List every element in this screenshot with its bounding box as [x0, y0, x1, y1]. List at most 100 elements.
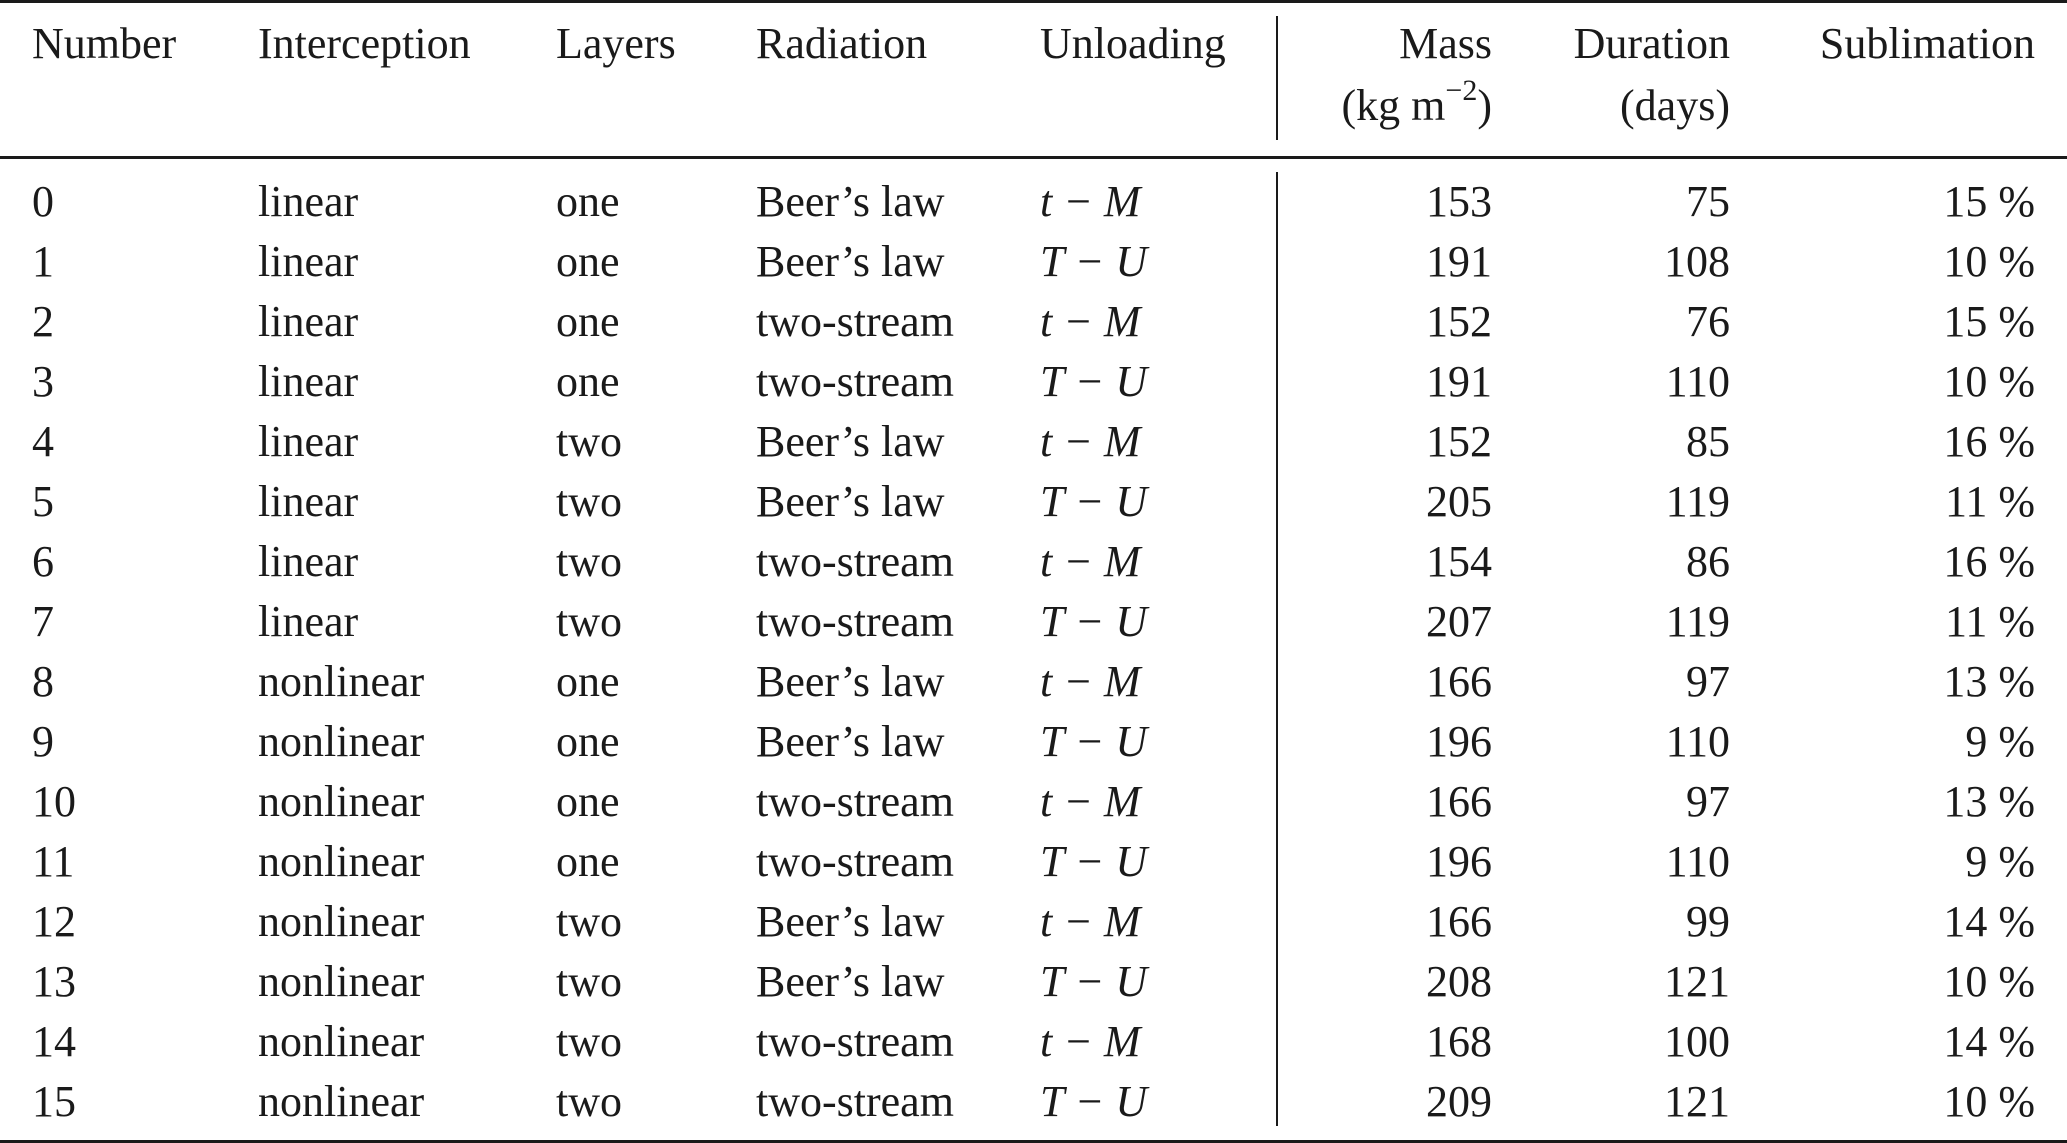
- cell-radiation: two-stream: [756, 837, 954, 886]
- cell-mass: 152: [1426, 297, 1492, 346]
- header-interception: Interception: [258, 19, 471, 68]
- cell-unloading: T − U: [1040, 1077, 1148, 1126]
- cell-layers: two: [556, 1077, 622, 1126]
- cell-sublimation: 13 %: [1943, 777, 2035, 826]
- cell-interception: linear: [258, 177, 359, 226]
- cell-duration: 119: [1665, 597, 1730, 646]
- cell-sublimation: 10 %: [1943, 357, 2035, 406]
- cell-mass: 191: [1426, 357, 1492, 406]
- cell-sublimation: 16 %: [1943, 417, 2035, 466]
- header-mass-unit: (kg m−2): [1300, 76, 1492, 136]
- cell-layers: one: [556, 777, 620, 826]
- cell-mass: 166: [1426, 657, 1492, 706]
- cell-duration: 75: [1686, 177, 1730, 226]
- cell-duration: 76: [1686, 297, 1730, 346]
- header-number: Number: [32, 19, 177, 68]
- cell-unloading: t − M: [1040, 537, 1141, 586]
- cell-duration: 108: [1664, 237, 1730, 286]
- mass-unit-base: (kg m: [1341, 81, 1446, 130]
- cell-layers: two: [556, 957, 622, 1006]
- cell-radiation: two-stream: [756, 1077, 954, 1126]
- cell-mass: 152: [1426, 417, 1492, 466]
- cell-unloading: t − M: [1040, 777, 1141, 826]
- cell-interception: nonlinear: [258, 1017, 425, 1066]
- cell-layers: one: [556, 717, 620, 766]
- cell-sublimation: 10 %: [1943, 957, 2035, 1006]
- cell-number: 14: [32, 1017, 76, 1066]
- mass-unit-exponent: −2: [1445, 74, 1478, 108]
- header-sublimation: Sublimation: [1819, 19, 2035, 68]
- cell-mass: 153: [1426, 177, 1492, 226]
- cell-mass: 168: [1426, 1017, 1492, 1066]
- cell-mass: 154: [1426, 537, 1492, 586]
- cell-radiation: Beer’s law: [756, 417, 945, 466]
- cell-radiation: Beer’s law: [756, 237, 945, 286]
- cell-interception: nonlinear: [258, 897, 425, 946]
- cell-sublimation: 11 %: [1944, 597, 2035, 646]
- cell-unloading: t − M: [1040, 657, 1141, 706]
- cell-number: 11: [32, 837, 75, 886]
- header-unloading: Unloading: [1040, 19, 1226, 68]
- cell-duration: 110: [1665, 357, 1730, 406]
- cell-interception: linear: [258, 357, 359, 406]
- cell-layers: two: [556, 597, 622, 646]
- cell-sublimation: 10 %: [1943, 237, 2035, 286]
- cell-interception: nonlinear: [258, 657, 425, 706]
- cell-radiation: two-stream: [756, 597, 954, 646]
- header-rule: [0, 156, 2067, 159]
- cell-interception: linear: [258, 237, 359, 286]
- cell-interception: linear: [258, 297, 359, 346]
- cell-mass: 196: [1426, 837, 1492, 886]
- cell-mass: 166: [1426, 897, 1492, 946]
- cell-layers: one: [556, 297, 620, 346]
- cell-sublimation: 16 %: [1943, 537, 2035, 586]
- cell-unloading: T − U: [1040, 477, 1148, 526]
- cell-unloading: t − M: [1040, 897, 1141, 946]
- cell-interception: nonlinear: [258, 1077, 425, 1126]
- cell-radiation: two-stream: [756, 357, 954, 406]
- cell-sublimation: 9 %: [1965, 837, 2035, 886]
- bottom-rule: [0, 1140, 2067, 1143]
- cell-mass: 209: [1426, 1077, 1492, 1126]
- cell-sublimation: 15 %: [1943, 297, 2035, 346]
- cell-interception: linear: [258, 417, 359, 466]
- cell-unloading: t − M: [1040, 297, 1141, 346]
- cell-radiation: two-stream: [756, 777, 954, 826]
- cell-radiation: Beer’s law: [756, 957, 945, 1006]
- cell-number: 15: [32, 1077, 76, 1126]
- cell-sublimation: 9 %: [1965, 717, 2035, 766]
- cell-radiation: Beer’s law: [756, 897, 945, 946]
- cell-number: 3: [32, 357, 54, 406]
- header-column-divider: [1276, 16, 1278, 140]
- cell-unloading: T − U: [1040, 357, 1148, 406]
- cell-number: 13: [32, 957, 76, 1006]
- cell-number: 10: [32, 777, 76, 826]
- cell-number: 4: [32, 417, 54, 466]
- cell-sublimation: 14 %: [1943, 1017, 2035, 1066]
- cell-sublimation: 13 %: [1943, 657, 2035, 706]
- cell-layers: two: [556, 537, 622, 586]
- cell-radiation: two-stream: [756, 537, 954, 586]
- cell-radiation: two-stream: [756, 1017, 954, 1066]
- cell-mass: 196: [1426, 717, 1492, 766]
- cell-layers: one: [556, 357, 620, 406]
- cell-interception: nonlinear: [258, 837, 425, 886]
- cell-sublimation: 11 %: [1944, 477, 2035, 526]
- body-column-divider: [1276, 172, 1278, 1126]
- cell-duration: 110: [1665, 837, 1730, 886]
- cell-duration: 99: [1686, 897, 1730, 946]
- cell-unloading: t − M: [1040, 1017, 1141, 1066]
- top-rule: [0, 0, 2067, 3]
- cell-layers: one: [556, 837, 620, 886]
- cell-layers: two: [556, 897, 622, 946]
- cell-number: 6: [32, 537, 54, 586]
- cell-number: 7: [32, 597, 54, 646]
- cell-interception: nonlinear: [258, 957, 425, 1006]
- cell-radiation: Beer’s law: [756, 177, 945, 226]
- cell-radiation: Beer’s law: [756, 717, 945, 766]
- mass-unit-close: ): [1477, 81, 1492, 130]
- cell-unloading: T − U: [1040, 837, 1148, 886]
- cell-duration: 85: [1686, 417, 1730, 466]
- cell-duration: 97: [1686, 777, 1730, 826]
- cell-radiation: Beer’s law: [756, 657, 945, 706]
